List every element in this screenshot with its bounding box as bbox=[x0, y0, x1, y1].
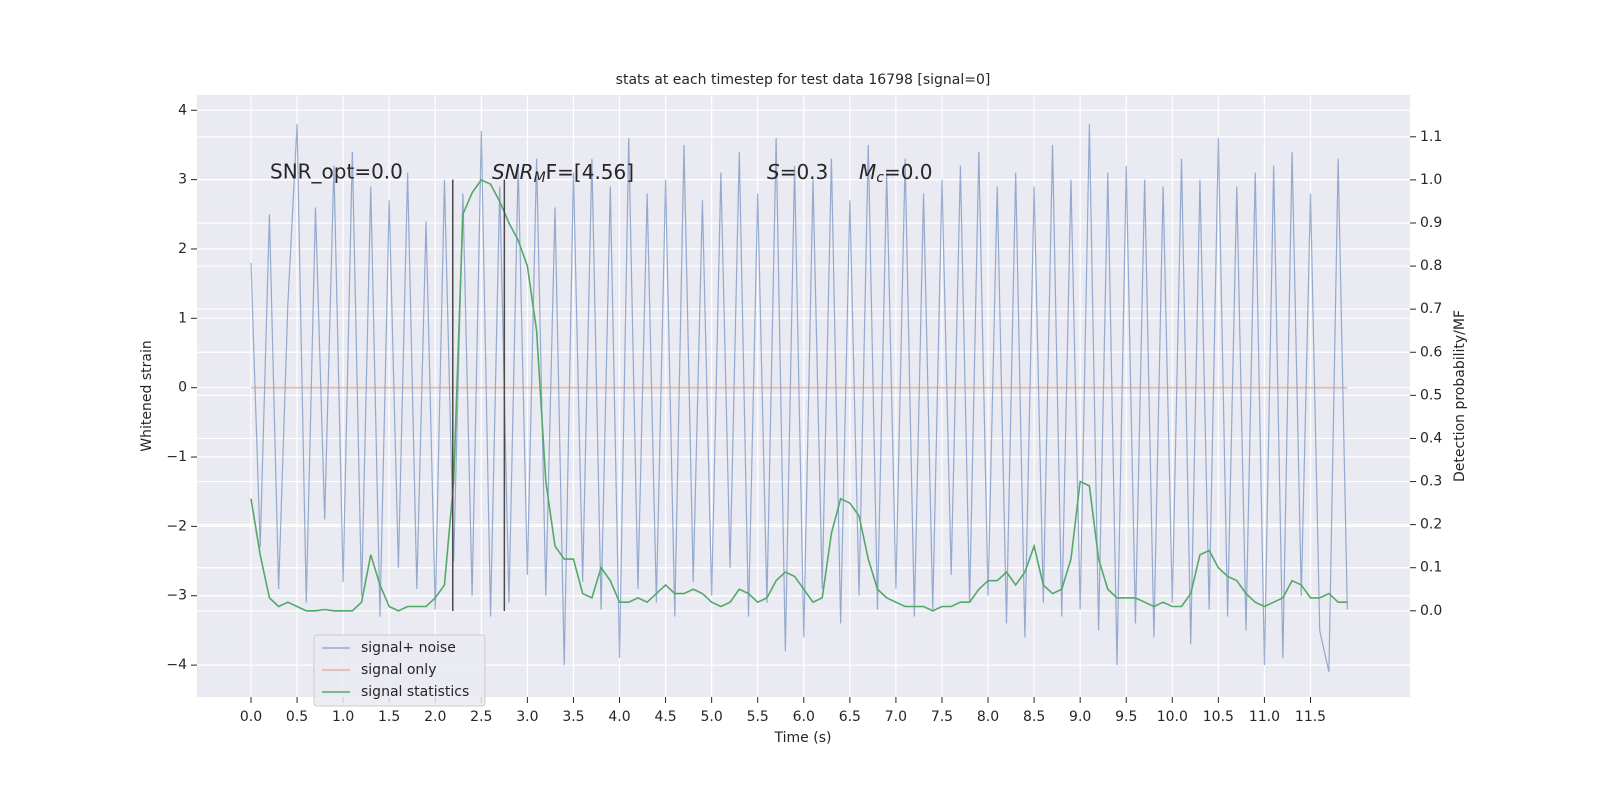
y2-tick-label: 0.8 bbox=[1420, 258, 1442, 274]
x-tick-label: 10.5 bbox=[1203, 709, 1234, 725]
y-tick-label: 3 bbox=[178, 172, 187, 188]
x-tick-label: 3.0 bbox=[516, 709, 538, 725]
y2-tick-label: 0.6 bbox=[1420, 344, 1442, 360]
annotation-symbol: SNR bbox=[492, 160, 534, 184]
x-tick-label: 1.0 bbox=[332, 709, 354, 725]
y-axis-label: Whitened strain bbox=[139, 340, 155, 451]
x-tick-label: 11.5 bbox=[1295, 709, 1326, 725]
annotation-symbol: M bbox=[859, 160, 876, 184]
y-tick-label: −1 bbox=[166, 449, 187, 465]
y2-tick-label: 0.0 bbox=[1420, 603, 1442, 619]
x-tick-label: 4.0 bbox=[608, 709, 630, 725]
x-tick-label: 8.5 bbox=[1023, 709, 1045, 725]
x-tick-label: 6.0 bbox=[793, 709, 815, 725]
annotation: S=0.3 bbox=[767, 160, 828, 184]
y2-tick-label: 0.1 bbox=[1420, 560, 1442, 576]
legend-box bbox=[313, 634, 486, 707]
y-tick-label: 1 bbox=[178, 310, 187, 326]
x-tick-label: 4.5 bbox=[654, 709, 676, 725]
x-tick-label: 9.5 bbox=[1115, 709, 1137, 725]
series-line bbox=[250, 124, 1348, 673]
x-tick-label: 6.5 bbox=[839, 709, 861, 725]
y2-tick-label: 1.1 bbox=[1420, 129, 1442, 145]
x-tick-label: 5.5 bbox=[747, 709, 769, 725]
annotation-sub: M bbox=[534, 170, 546, 186]
x-tick-label: 10.0 bbox=[1157, 709, 1188, 725]
annotation-tail: =0.3 bbox=[780, 160, 829, 184]
y2-tick-label: 0.4 bbox=[1420, 430, 1442, 446]
x-tick-label: 2.5 bbox=[470, 709, 492, 725]
x-tick-label: 0.5 bbox=[286, 709, 308, 725]
y-tick-label: 0 bbox=[178, 380, 187, 396]
annotation-sub: c bbox=[876, 170, 884, 186]
y2-tick-label: 0.5 bbox=[1420, 387, 1442, 403]
y2-tick-label: 0.9 bbox=[1420, 215, 1442, 231]
x-tick-label: 9.0 bbox=[1069, 709, 1091, 725]
y-tick-label: 4 bbox=[178, 102, 187, 118]
annotation: SNR_opt=0.0 bbox=[270, 160, 403, 184]
x-tick-label: 8.0 bbox=[977, 709, 999, 725]
y2-tick-label: 0.2 bbox=[1420, 517, 1442, 533]
annotation: Mc=0.0 bbox=[859, 160, 933, 187]
x-tick-label: 11.0 bbox=[1249, 709, 1280, 725]
x-axis-label: Time (s) bbox=[774, 730, 832, 746]
chart-title: stats at each timestep for test data 167… bbox=[616, 72, 991, 88]
annotation-tail: =0.0 bbox=[884, 160, 933, 184]
x-tick-label: 7.5 bbox=[931, 709, 953, 725]
y2-tick-label: 0.3 bbox=[1420, 474, 1442, 490]
x-tick-label: 5.0 bbox=[701, 709, 723, 725]
x-tick-label: 2.0 bbox=[424, 709, 446, 725]
y2-axis-label: Detection probability/MF bbox=[1452, 310, 1468, 482]
y-tick-label: −3 bbox=[166, 588, 187, 604]
series-line bbox=[250, 178, 1348, 612]
x-tick-label: 7.0 bbox=[885, 709, 907, 725]
y-tick-label: 2 bbox=[178, 241, 187, 257]
legend-label: signal only bbox=[361, 662, 436, 678]
y-tick-label: −4 bbox=[166, 657, 187, 673]
x-tick-label: 3.5 bbox=[562, 709, 584, 725]
x-tick-label: 0.0 bbox=[240, 709, 262, 725]
annotation: SNRMF=[4.56] bbox=[492, 160, 634, 187]
legend-label: signal statistics bbox=[361, 684, 469, 700]
annotation-symbol: S bbox=[767, 160, 780, 184]
legend-label: signal+ noise bbox=[361, 640, 456, 656]
y2-tick-label: 0.7 bbox=[1420, 301, 1442, 317]
y2-tick-label: 1.0 bbox=[1420, 172, 1442, 188]
x-tick-label: 1.5 bbox=[378, 709, 400, 725]
annotation-tail: F=[4.56] bbox=[546, 160, 634, 184]
y-tick-label: −2 bbox=[166, 518, 187, 534]
